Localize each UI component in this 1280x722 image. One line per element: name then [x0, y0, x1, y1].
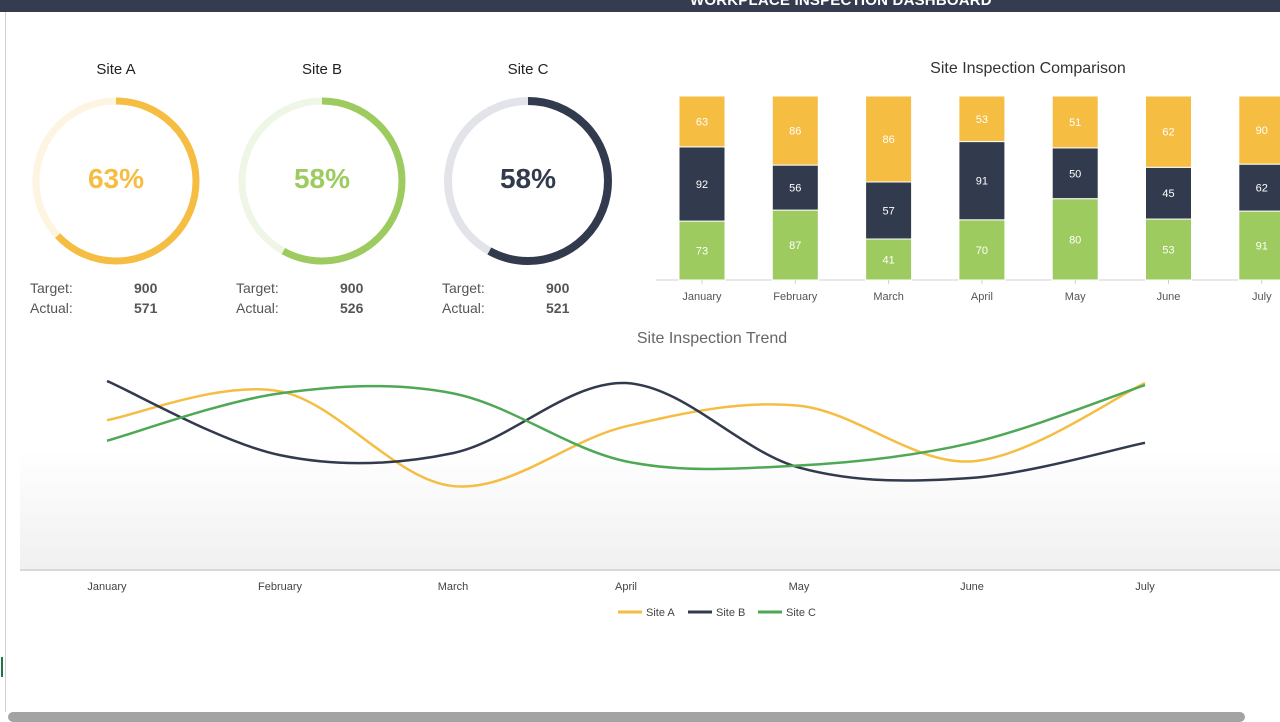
x-tick-label: May: [789, 581, 810, 593]
actual-label: Actual:: [236, 300, 279, 316]
bar-data-label: 50: [1069, 168, 1081, 180]
bar-data-label: 62: [1162, 127, 1174, 139]
bar-segment: [1051, 147, 1099, 200]
trend-line-site-b: [106, 379, 1146, 482]
x-tick-label: April: [615, 581, 637, 593]
x-tick-label: June: [960, 581, 984, 593]
x-tick-label: January: [87, 581, 127, 593]
row-selection-marker: [1, 657, 3, 677]
actual-value: 571: [134, 300, 158, 316]
trend-line-site-c: [106, 383, 1146, 471]
bar-data-label: 86: [882, 134, 894, 146]
bar-segment: [1051, 95, 1099, 149]
donut-progress: [238, 97, 406, 265]
site-inspection-trend-chart: Site Inspection Trend January February Marc…: [20, 330, 1280, 619]
bar-segment: [678, 95, 726, 148]
donut-ring: [444, 97, 612, 265]
bar-data-label: 53: [1162, 245, 1174, 257]
donut-progress: [32, 97, 200, 265]
target-value: 900: [134, 280, 158, 296]
gauge-percent: 58%: [293, 163, 351, 194]
actual-value: 526: [340, 300, 364, 316]
bar-data-label: 90: [1256, 125, 1268, 137]
bar-segment: [1145, 166, 1192, 220]
target-row: Target: 900: [30, 280, 180, 296]
bar-segment: [958, 95, 1006, 143]
bar-data-label: 45: [1162, 188, 1174, 200]
x-tick-label: July: [1252, 291, 1272, 303]
bar-data-label: 80: [1069, 234, 1081, 246]
x-tick-label: March: [873, 291, 904, 303]
bar-segment: [1145, 95, 1192, 168]
x-tick-label: March: [438, 581, 469, 593]
sheet-edge: [5, 12, 6, 712]
chart-title: Site Inspection Trend: [637, 330, 787, 347]
target-label: Target:: [442, 280, 485, 296]
bar-data-label: 86: [789, 126, 801, 138]
x-tick-label: June: [1157, 291, 1181, 303]
gauge-percent: 63%: [87, 163, 145, 194]
x-tick-label: January: [682, 291, 722, 303]
bar-data-label: 87: [789, 240, 801, 252]
actual-label: Actual:: [30, 300, 73, 316]
bar-data-label: 91: [1256, 241, 1268, 253]
donut-progress: [444, 97, 612, 265]
horizontal-scrollbar[interactable]: [8, 712, 1245, 722]
donut-ring: [32, 97, 200, 265]
x-tick-label: May: [1065, 291, 1086, 303]
plot-area: [20, 450, 1280, 570]
actual-value: 521: [546, 300, 570, 316]
actual-label: Actual:: [442, 300, 485, 316]
target-row: Target: 900: [442, 280, 592, 296]
bar-segment: [771, 95, 819, 166]
target-row: Target: 900: [236, 280, 386, 296]
bar-data-label: 63: [696, 116, 708, 128]
x-tick-label: February: [773, 291, 818, 303]
legend-label: Site C: [786, 607, 816, 619]
target-label: Target:: [236, 280, 279, 296]
bar-data-label: 70: [976, 245, 988, 257]
gauge-title: Site B: [301, 61, 343, 78]
bar-data-label: 62: [1256, 183, 1268, 195]
bar-data-label: 92: [696, 179, 708, 191]
bar-segment: [771, 164, 819, 211]
actual-row: Actual: 526: [236, 300, 386, 316]
target-label: Target:: [30, 280, 73, 296]
gauge-percent: 58%: [499, 163, 557, 194]
dashboard-title: WORKPLACE INSPECTION DASHBOARD: [690, 0, 992, 9]
legend-label: Site B: [716, 607, 745, 619]
bar-data-label: 53: [976, 114, 988, 126]
bar-segment: [1238, 95, 1280, 165]
bar-data-label: 51: [1069, 117, 1081, 129]
bar-data-label: 73: [696, 246, 708, 258]
chart-title: Site Inspection Comparison: [930, 60, 1126, 77]
bar-segment: [958, 141, 1006, 221]
bar-segment: [865, 181, 913, 240]
gauge-title: Site A: [96, 61, 136, 78]
x-tick-label: April: [971, 291, 993, 303]
x-tick-label: July: [1135, 581, 1155, 593]
bar-data-label: 41: [882, 255, 894, 267]
bar-data-label: 56: [789, 183, 801, 195]
bar-segment: [678, 220, 726, 281]
trend-line-site-a: [106, 381, 1146, 488]
legend-label: Site A: [646, 607, 675, 619]
target-value: 900: [546, 280, 570, 296]
dashboard-header: WORKPLACE INSPECTION DASHBOARD: [0, 0, 1280, 12]
bar-segment: [865, 95, 913, 183]
gauge-title: Site C: [507, 61, 549, 78]
bar-segment: [1238, 210, 1280, 281]
x-tick-label: February: [258, 581, 303, 593]
target-value: 900: [340, 280, 364, 296]
donut-ring: [238, 97, 406, 265]
bar-data-label: 91: [976, 176, 988, 188]
site-inspection-comparison-chart: Site Inspection Comparison 73 92 63 January 8…: [656, 60, 1280, 303]
actual-row: Actual: 521: [442, 300, 592, 316]
bar-segment: [958, 219, 1006, 281]
actual-row: Actual: 571: [30, 300, 180, 316]
bar-data-label: 57: [882, 206, 894, 218]
bar-segment: [1145, 218, 1192, 281]
